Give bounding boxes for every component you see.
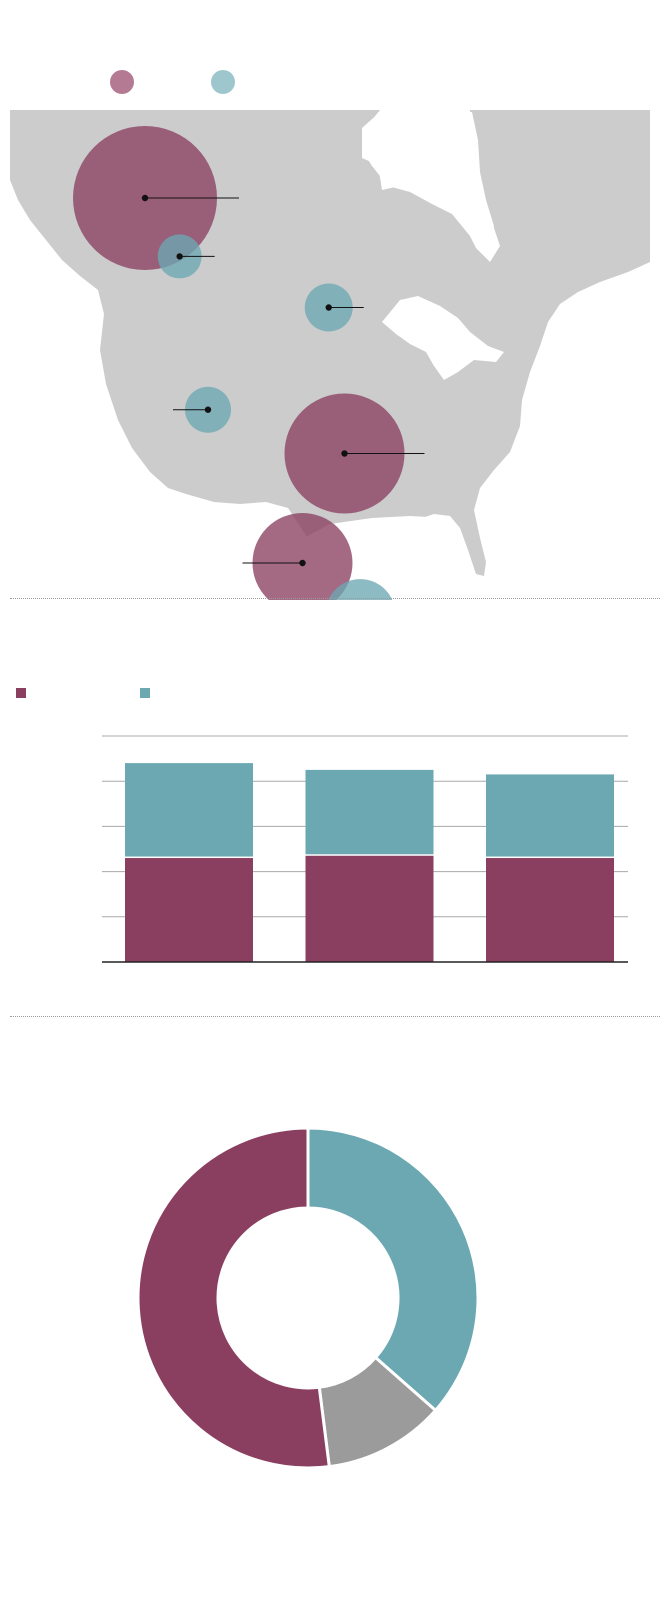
divider-1 [10, 598, 660, 599]
map-bubble-center-4 [341, 450, 348, 457]
bar-segment-2-0 [486, 858, 614, 962]
stacked-bar-chart [16, 688, 628, 963]
map-bubble-center-0 [141, 194, 149, 202]
bar-segment-2-1 [486, 774, 614, 857]
donut-slice-2 [136, 1126, 331, 1470]
legend-swatch-1 [211, 70, 235, 94]
bar-legend-swatch-0 [16, 688, 26, 698]
bar-segment-0-1 [125, 763, 253, 857]
great-lakes [382, 296, 504, 380]
hudson-bay [362, 112, 494, 244]
map-bubble-5 [252, 513, 353, 600]
bar-segment-1-0 [305, 855, 434, 962]
map-bubble-center-2 [325, 304, 332, 311]
donut-panel [0, 1060, 670, 1560]
bubble-map [10, 70, 650, 600]
bar-marks [125, 763, 614, 962]
bar-legend [16, 688, 150, 698]
donut-slice-0 [306, 1126, 480, 1413]
map-panel [0, 0, 670, 600]
map-legend [110, 70, 235, 94]
map-bubble-6 [328, 579, 393, 600]
bar-legend-swatch-1 [140, 688, 150, 698]
bar-segment-0-0 [125, 858, 253, 962]
map-bubbles [73, 126, 425, 600]
map-bubble-center-1 [176, 253, 183, 260]
donut-chart [136, 1126, 480, 1470]
legend-swatch-0 [110, 70, 134, 94]
donut-slices [136, 1126, 480, 1470]
map-bubble-center-3 [204, 406, 212, 413]
pacific-ocean [10, 200, 300, 580]
bar-segment-1-1 [305, 769, 434, 855]
atlantic-ocean [480, 300, 650, 580]
bar-panel [0, 660, 670, 980]
map-bubble-center-5 [299, 559, 306, 567]
divider-2 [10, 1016, 660, 1017]
